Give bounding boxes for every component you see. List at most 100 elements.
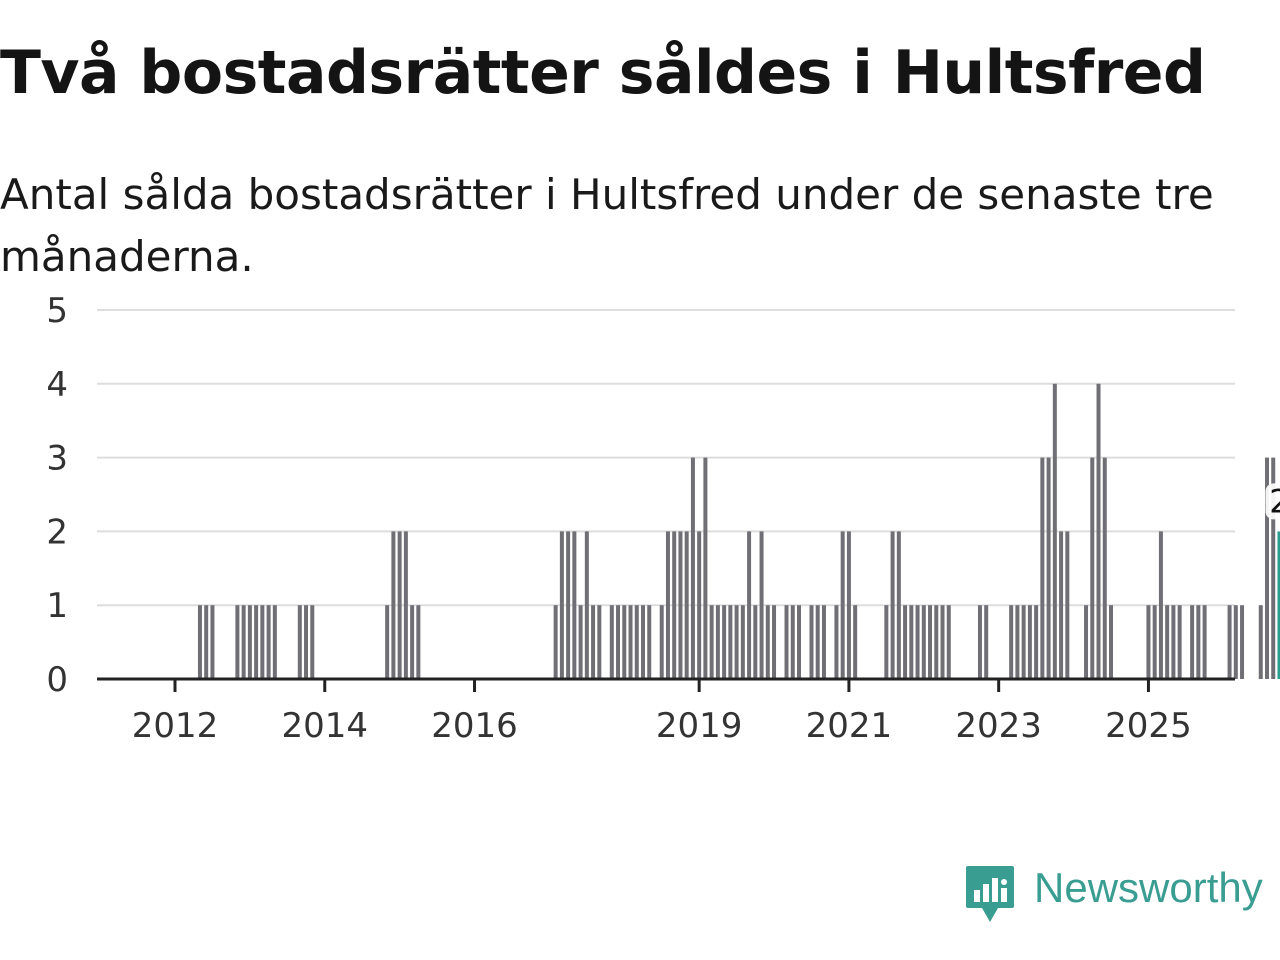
x-tick-label: 2019	[656, 706, 743, 746]
bar	[1227, 605, 1232, 679]
bar	[1015, 605, 1020, 679]
x-tick-label: 2016	[431, 706, 518, 746]
bar	[1171, 605, 1176, 679]
bar	[566, 531, 571, 679]
bar-chart: 0 1 2 3 4 5 2012 2014 2016 2019 2021 2023 2025 2	[46, 291, 1280, 746]
bar	[260, 605, 265, 679]
bar	[1146, 605, 1151, 679]
newsworthy-logo[interactable]: Newsworthy	[964, 864, 1280, 928]
bar	[703, 457, 708, 679]
bar	[235, 605, 240, 679]
bar	[728, 605, 733, 679]
bar	[559, 531, 564, 679]
bar	[940, 605, 945, 679]
bar	[1271, 457, 1276, 679]
bar	[597, 605, 602, 679]
bar	[1027, 605, 1032, 679]
y-tick-label: 0	[46, 660, 68, 700]
y-tick-label: 5	[46, 291, 68, 331]
bar	[304, 605, 309, 679]
bar	[1158, 531, 1163, 679]
bar	[1090, 457, 1095, 679]
bar	[715, 605, 720, 679]
bar	[1046, 457, 1051, 679]
bar	[1152, 605, 1157, 679]
bar	[1240, 605, 1245, 679]
bar	[977, 605, 982, 679]
bar	[759, 531, 764, 679]
bar	[591, 605, 596, 679]
bar	[809, 605, 814, 679]
bar	[915, 605, 920, 679]
x-tick-label: 2021	[806, 706, 893, 746]
bar	[890, 531, 895, 679]
bar	[722, 605, 727, 679]
bar	[1034, 605, 1039, 679]
bar	[784, 605, 789, 679]
axes	[97, 677, 1235, 692]
bar	[665, 531, 670, 679]
bar	[896, 531, 901, 679]
bar	[297, 605, 302, 679]
bar	[753, 605, 758, 679]
bar	[1096, 383, 1101, 679]
bar	[266, 605, 271, 679]
bar	[1233, 605, 1238, 679]
bar	[385, 605, 390, 679]
bar	[821, 605, 826, 679]
bar	[578, 605, 583, 679]
bar	[647, 605, 652, 679]
bar	[247, 605, 252, 679]
bar	[572, 531, 577, 679]
latest-value-label-bg	[1265, 483, 1280, 520]
bar	[903, 605, 908, 679]
brand-name: Newsworthy	[1034, 864, 1263, 911]
bar	[790, 605, 795, 679]
bar	[1040, 457, 1045, 679]
bar	[1052, 383, 1057, 679]
bar	[834, 605, 839, 679]
bar	[678, 531, 683, 679]
bar	[1190, 605, 1195, 679]
gridlines	[97, 309, 1235, 607]
bar	[672, 531, 677, 679]
bar	[584, 531, 589, 679]
bars	[197, 383, 1280, 679]
bar	[815, 605, 820, 679]
bar	[609, 605, 614, 679]
y-tick-label: 3	[46, 439, 68, 479]
bar	[1084, 605, 1089, 679]
bar	[1265, 457, 1269, 679]
bar	[1109, 605, 1113, 679]
bar	[210, 605, 215, 679]
bar	[641, 605, 645, 679]
bar	[690, 457, 695, 679]
bar	[622, 605, 627, 679]
chart-title: Två bostadsrätter såldes i Hultsfred	[0, 38, 1206, 108]
y-tick-label: 1	[46, 586, 68, 626]
bar	[734, 605, 739, 679]
bar	[1102, 457, 1107, 679]
bar	[1065, 531, 1070, 679]
bar-latest	[1277, 531, 1280, 679]
bar	[1059, 531, 1064, 679]
bar	[254, 605, 259, 679]
bar	[1196, 605, 1201, 679]
bar	[391, 531, 396, 679]
bar	[553, 605, 558, 679]
bar	[909, 605, 914, 679]
bar	[1258, 605, 1263, 679]
bar	[984, 605, 989, 679]
bar	[416, 605, 421, 679]
bar	[709, 605, 714, 679]
bar	[403, 531, 408, 679]
bar	[397, 531, 402, 679]
bar	[272, 605, 277, 679]
bar	[946, 605, 951, 679]
bar	[1009, 605, 1014, 679]
bar	[840, 531, 845, 679]
bar	[1177, 605, 1182, 679]
bar	[684, 531, 689, 679]
bar	[846, 531, 851, 679]
bar	[616, 605, 621, 679]
